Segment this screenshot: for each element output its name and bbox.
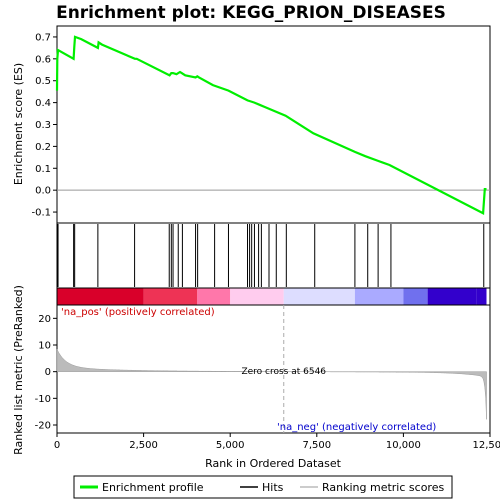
es-y-axis-label: Enrichment score (ES) <box>12 63 25 185</box>
metric-tick-label: 20 <box>38 314 51 325</box>
es-panel-frame <box>57 26 490 223</box>
es-tick-label: 0.1 <box>35 164 51 175</box>
heatmap-segment <box>428 288 476 305</box>
es-y-axis: -0.1 0.0 0.1 0.2 0.3 0.4 0.5 0.6 0.7 <box>31 32 57 218</box>
x-tick-label: 10,000 <box>386 440 421 451</box>
metric-tick-label: 10 <box>38 341 51 352</box>
metric-tick-label: 0 <box>45 367 51 378</box>
x-tick-label: 12,500 <box>473 440 500 451</box>
metric-y-axis-label: Ranked list metric (PreRanked) <box>12 285 25 455</box>
es-tick-label: 0.2 <box>35 142 51 153</box>
positive-correlation-label: 'na_pos' (positively correlated) <box>61 307 215 318</box>
chart-title: Enrichment plot: KEGG_PRION_DISEASES <box>56 3 446 23</box>
x-tick-label: 7,500 <box>302 440 331 451</box>
es-tick-label: 0.6 <box>35 54 51 65</box>
es-tick-label: 0.5 <box>35 76 51 87</box>
x-axis-label: Rank in Ordered Dataset <box>205 457 342 470</box>
heatmap-segment <box>355 288 403 305</box>
heatmap-segment <box>144 288 198 305</box>
x-tick-label: 5,000 <box>216 440 245 451</box>
zero-cross-label: Zero cross at 6546 <box>241 367 326 377</box>
es-tick-label: 0.0 <box>35 186 51 197</box>
heatmap-segment <box>197 288 230 305</box>
heatmap-segment <box>57 288 144 305</box>
legend-enrichment-label: Enrichment profile <box>102 481 204 494</box>
heatmap-empty-segment <box>487 288 490 305</box>
legend-hits-label: Hits <box>262 481 284 494</box>
metric-y-axis: -20 -10 0 10 20 <box>35 314 57 432</box>
x-axis: 0 2,500 5,000 7,500 10,000 12,500 <box>54 433 500 451</box>
es-tick-label: 0.4 <box>35 98 51 109</box>
ranking-heatmap-bar <box>57 288 490 305</box>
x-tick-label: 2,500 <box>129 440 158 451</box>
hits-panel-frame <box>57 223 490 288</box>
heatmap-segment <box>284 288 355 305</box>
heatmap-segment <box>476 288 486 305</box>
metric-tick-label: -10 <box>35 394 51 405</box>
metric-tick-label: -20 <box>35 421 51 432</box>
es-tick-label: 0.3 <box>35 120 51 131</box>
x-tick-label: 0 <box>54 440 60 451</box>
es-tick-label: -0.1 <box>31 208 51 219</box>
heatmap-segment <box>230 288 284 305</box>
legend-metric-label: Ranking metric scores <box>322 481 444 494</box>
heatmap-segment <box>403 288 427 305</box>
es-tick-label: 0.7 <box>35 32 51 43</box>
negative-correlation-label: 'na_neg' (negatively correlated) <box>277 422 436 433</box>
